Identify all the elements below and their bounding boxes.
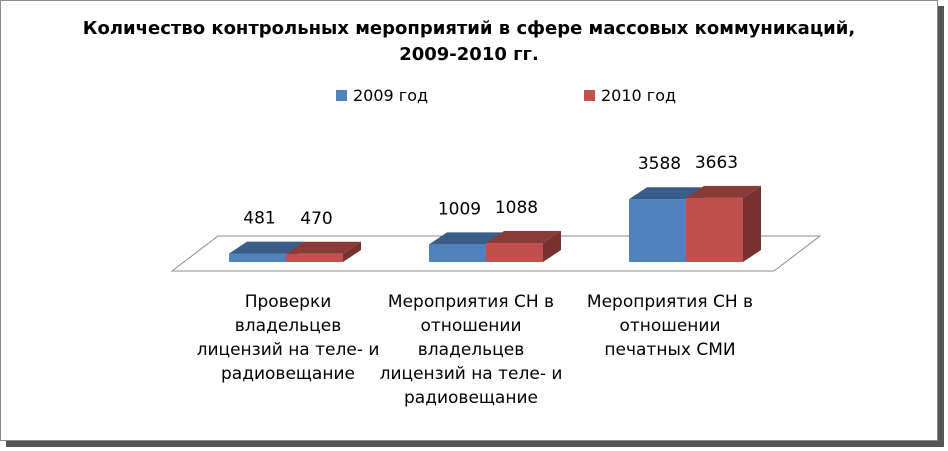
frame-shadow-bottom	[6, 441, 944, 447]
bar-top-0-2	[629, 187, 704, 200]
chart-title-line1: Количество контрольных мероприятий в сфе…	[82, 18, 856, 39]
category-label-0-line-2: лицензий на теле- и	[196, 340, 380, 360]
bar-front-1-1	[486, 242, 543, 262]
category-label-0-line-0: Проверки	[244, 292, 332, 312]
bar-front-1-0	[286, 253, 343, 262]
category-label-0: Проверки владельцев лицензий на теле- и рад…	[188, 290, 388, 386]
bar-side-1-2	[743, 185, 761, 262]
legend-swatch-2010	[584, 90, 595, 101]
legend-label-2010: 2010 год	[601, 86, 677, 105]
category-label-1-line-1: отношении	[420, 316, 522, 336]
data-label-0-2: 3588	[638, 154, 681, 174]
bar-top-1-0	[286, 241, 361, 254]
legend-swatch-2009	[336, 90, 347, 101]
category-label-1-line-0: Мероприятия СН в	[387, 292, 555, 312]
category-label-0-line-1: владельцев	[234, 316, 342, 336]
category-label-2-line-2: печатных СМИ	[604, 340, 736, 360]
bar-front-1-2	[686, 197, 743, 262]
bar-top-0-1	[429, 232, 504, 245]
category-label-0-line-3: радиовещание	[221, 364, 355, 384]
chart-title: Количество контрольных мероприятий в сфе…	[0, 16, 938, 68]
data-label-0-0: 481	[243, 209, 275, 229]
data-label-1-0: 470	[300, 209, 332, 229]
bar-front-0-1	[429, 244, 486, 262]
legend-item-2009: 2009 год	[336, 86, 428, 105]
category-label-1-line-3: лицензий на теле- и	[379, 364, 563, 384]
category-label-1-line-4: радиовещание	[404, 388, 538, 408]
category-label-1-line-2: владельцев	[417, 340, 525, 360]
data-label-1-2: 3663	[695, 153, 738, 173]
bar-front-0-2	[629, 199, 686, 262]
chart-frame	[0, 0, 938, 441]
bar-front-0-0	[229, 253, 286, 262]
frame-shadow-right	[938, 6, 944, 445]
bar-side-1-0	[343, 241, 361, 262]
legend-item-2010: 2010 год	[584, 86, 676, 105]
chart-title-line2: 2009-2010 гг.	[399, 44, 539, 65]
category-label-2-line-0: Мероприятия СН в	[586, 292, 754, 312]
data-label-1-1: 1088	[495, 198, 538, 218]
category-label-2-line-1: отношении	[619, 316, 721, 336]
data-label-0-1: 1009	[438, 199, 481, 219]
bar-top-1-2	[686, 185, 761, 198]
bar-side-1-1	[543, 230, 561, 262]
legend-label-2009: 2009 год	[353, 86, 429, 105]
bar-top-0-0	[229, 241, 304, 254]
category-label-2: Мероприятия СН в отношении печатных СМИ	[580, 290, 760, 362]
bar-top-1-1	[486, 230, 561, 243]
category-label-1: Мероприятия СН в отношении владельцев лицен…	[371, 290, 571, 410]
